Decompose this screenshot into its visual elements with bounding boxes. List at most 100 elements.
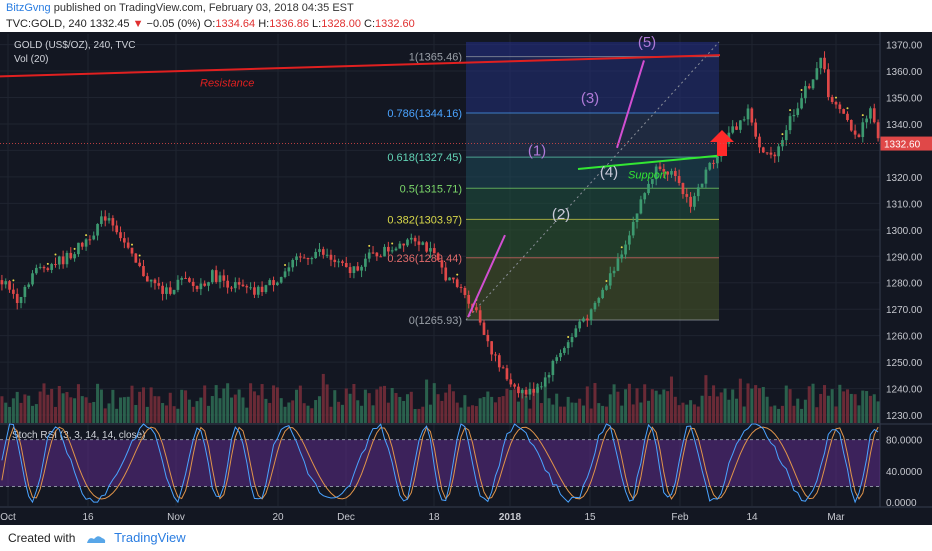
candle-body [452, 277, 455, 280]
author-link[interactable]: BitzGvng [6, 2, 51, 14]
volume-bar [138, 391, 142, 423]
volume-bar [581, 405, 585, 423]
candle-body [279, 277, 283, 283]
candle-body [134, 253, 138, 263]
candle-body [475, 307, 478, 311]
candle-body [448, 277, 451, 281]
candle-body [731, 126, 735, 133]
volume-bar [459, 407, 463, 423]
candle-body [819, 57, 823, 69]
volume-bar [241, 397, 245, 423]
candle-body [670, 171, 673, 175]
volume-bar [184, 390, 188, 423]
volume-bar [612, 384, 616, 423]
candle-body [800, 98, 803, 109]
volume-bar [811, 383, 815, 423]
volume-bar [191, 406, 195, 423]
volume-bar [467, 406, 471, 423]
volume-bar [291, 400, 295, 423]
candle-body [230, 287, 233, 289]
candle-body [413, 237, 417, 242]
volume-bar [654, 390, 658, 423]
candle-body [605, 285, 608, 290]
candle-body [830, 97, 834, 102]
volume-bar [505, 388, 509, 423]
time-tick-label: Mar [827, 512, 845, 523]
volume-bar [620, 405, 624, 423]
volume-bar [861, 390, 865, 423]
volume-bar [237, 389, 241, 423]
volume-bar [325, 384, 329, 423]
candle-body [54, 264, 57, 266]
candle-body [12, 289, 15, 294]
candle-body [673, 171, 677, 177]
price-chart[interactable]: 1(1365.46) 0.786(1344.16) 0.618(1327.45) 0.… [0, 32, 932, 525]
pivot-dot [846, 107, 849, 110]
pivot-dot [835, 96, 837, 99]
candle-body [543, 377, 547, 387]
volume-bar [738, 378, 742, 423]
volume-bar [543, 385, 547, 423]
pivot-dot [456, 273, 459, 276]
candle-body [291, 259, 295, 268]
support-label: Support [628, 169, 667, 181]
volume-bar [394, 393, 398, 423]
last-price-tag-label: 1332.60 [884, 140, 921, 151]
volume-bar [348, 393, 352, 423]
volume-bar [765, 396, 769, 423]
candle-body [157, 283, 161, 286]
candle-body [149, 279, 153, 282]
symbol-header: TVC:GOLD, 240 1332.45 ▼ −0.05 (0%) O:133… [0, 16, 932, 32]
volume-bar [4, 402, 8, 423]
volume-bar [306, 405, 310, 423]
candle-body [195, 285, 199, 290]
volume-bar [700, 395, 704, 423]
candle-body [276, 282, 279, 286]
volume-bar [92, 401, 96, 423]
candle-body [145, 276, 149, 282]
volume-bar [96, 383, 100, 423]
candle-body [299, 256, 302, 258]
candle-body [233, 282, 237, 289]
volume-bar [145, 406, 149, 423]
volume-bar [559, 406, 563, 423]
pivot-dot [131, 243, 133, 246]
volume-bar [141, 387, 145, 423]
volume-bar [516, 401, 520, 423]
volume-bar [103, 408, 107, 423]
price-tick-label: 1370.00 [886, 41, 923, 52]
volume-bar [788, 389, 792, 423]
candle-body [272, 280, 275, 286]
volume-bar [436, 394, 440, 423]
candle-body [651, 179, 654, 184]
tradingview-brand-link[interactable]: TradingView [114, 530, 186, 545]
candle-body [501, 367, 505, 369]
volume-bar [119, 397, 123, 423]
rsi-title: Stoch RSI (3, 3, 14, 14, close) [12, 430, 145, 441]
symbol-label: TVC:GOLD, 240 [6, 18, 87, 30]
candle-body [486, 334, 490, 342]
candle-body [643, 193, 647, 200]
volume-bar [172, 406, 176, 423]
candle-body [459, 286, 463, 288]
volume-bar [497, 397, 501, 423]
candle-body [601, 289, 604, 299]
volume-bar [872, 394, 876, 423]
candle-body [333, 259, 337, 263]
volume-bar [207, 405, 211, 423]
candle-body [589, 309, 593, 321]
volume-bar [593, 383, 597, 423]
volume-bar [673, 396, 677, 423]
volume-bar [50, 388, 54, 423]
volume-bar [842, 391, 846, 423]
pivot-dot [138, 254, 141, 257]
candle-body [788, 116, 792, 131]
candle-body [211, 270, 214, 283]
pivot-dot [620, 246, 623, 249]
candle-body [92, 235, 96, 240]
wave-label: (1) [528, 143, 546, 160]
volume-bar [627, 383, 631, 423]
candle-body [130, 247, 134, 254]
resistance-line [0, 54, 721, 78]
candle-body [421, 242, 425, 245]
